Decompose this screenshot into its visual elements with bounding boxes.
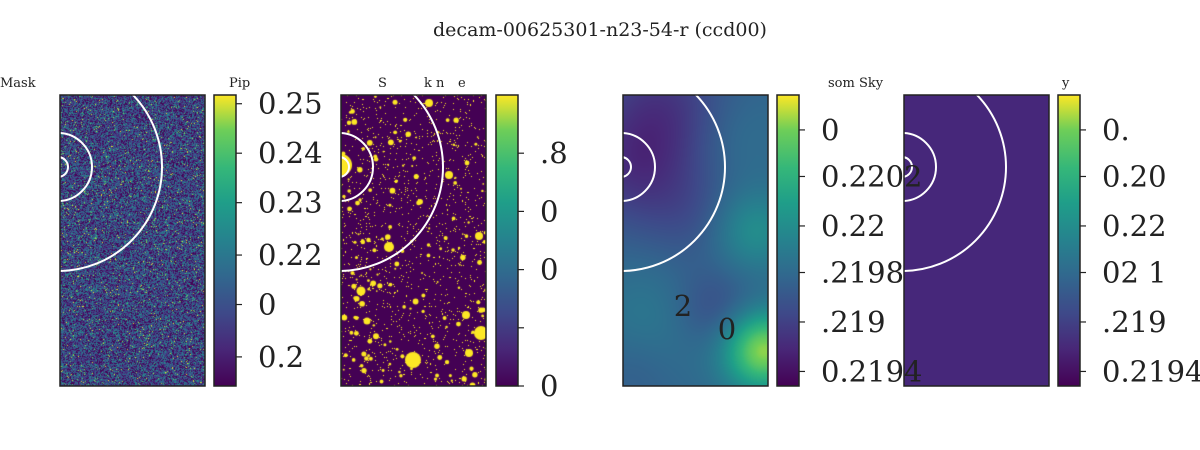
panel-4-titles: y xyxy=(1061,76,1070,91)
colorbar-tick-label: 0.2194 xyxy=(821,354,922,388)
colorbar-tick-label: 0.20 xyxy=(1102,159,1167,193)
panel-3-rings xyxy=(623,95,726,272)
colorbar-frame xyxy=(213,94,237,387)
ring-3 xyxy=(60,95,163,272)
colorbar-tick-label: 0 xyxy=(821,113,839,147)
panel-3-annotation-2: 0 xyxy=(718,312,736,346)
panel-3-annotation-1: 2 xyxy=(674,289,692,323)
panel-1-title-right: Pip xyxy=(229,76,250,91)
ring-1 xyxy=(60,156,69,178)
ring-2 xyxy=(341,132,374,202)
panel-3-title: som Sky xyxy=(828,76,884,91)
panel-2-colorbar: .8 0 0 0 xyxy=(495,94,568,403)
colorbar-tick-label: .219 xyxy=(821,305,886,339)
panel-4-image xyxy=(903,94,1050,387)
panel-4-colorbar: 0. 0.20 0.22 02 1 .219 0.2194 xyxy=(1057,94,1200,388)
panel-1-rings xyxy=(60,95,163,272)
colorbar-tick-label: 0.24 xyxy=(258,136,323,170)
colorbar-tick-label: 0 xyxy=(540,194,558,228)
panel-4-title: y xyxy=(1061,76,1070,91)
colorbar-tick-label: .8 xyxy=(540,136,568,170)
colorbar-tick-label: 0.2202 xyxy=(821,159,922,193)
colorbar-tick-label: 02 1 xyxy=(1102,256,1167,290)
colorbar-tick-label: .219 xyxy=(1102,305,1167,339)
ring-2 xyxy=(60,132,93,202)
colorbar-tick-label: 0. xyxy=(1102,113,1130,147)
figure-title: decam-00625301-n23-54-r (ccd00) xyxy=(433,19,767,41)
colorbar-frame xyxy=(776,94,800,387)
colorbar-gradient xyxy=(777,95,799,386)
ring-3 xyxy=(341,95,444,272)
panel-1-colorbar: 0.25 0.24 0.23 0.22 0 0.2 xyxy=(213,87,323,387)
colorbar-gradient xyxy=(1058,95,1080,386)
panel-2-image xyxy=(340,94,487,387)
colorbar-tick-label: 0.22 xyxy=(821,209,886,243)
ring-1 xyxy=(623,156,632,178)
panel-3-image: 2 0 xyxy=(622,94,769,387)
panel-3-titles: som Sky xyxy=(828,76,884,91)
colorbar-tick-label: 0.23 xyxy=(258,186,323,220)
ring-3 xyxy=(904,95,1007,272)
ring-1 xyxy=(341,156,350,178)
panel-1-frame xyxy=(59,94,206,387)
panel-3-colorbar: 0 0.2202 0.22 .2198 .219 0.2194 xyxy=(776,94,922,388)
colorbar-gradient xyxy=(496,95,518,386)
panel-1-title-left: Mask xyxy=(0,76,36,91)
panel-2-title-c: e xyxy=(458,76,466,91)
colorbar-tick-label: 0.22 xyxy=(258,238,323,272)
panel-2-rings xyxy=(341,95,444,272)
colorbar-frame xyxy=(1057,94,1081,387)
panel-3-frame xyxy=(622,94,769,387)
panel-1-titles: Mask Pip xyxy=(0,76,250,91)
ring-3 xyxy=(623,95,726,272)
colorbar-tick-label: 0.2 xyxy=(258,340,304,374)
panel-2-titles: S k n e xyxy=(378,76,466,91)
ring-2 xyxy=(623,132,656,202)
ring-1 xyxy=(904,156,913,178)
colorbar-frame xyxy=(495,94,519,387)
colorbar-tick-label: 0.22 xyxy=(1102,209,1167,243)
colorbar-gradient xyxy=(214,95,236,386)
panel-4-rings xyxy=(904,95,1007,272)
panel-1-image xyxy=(59,94,206,387)
colorbar-tick-label: 0.2194 xyxy=(1102,354,1200,388)
colorbar-tick-label: 0 xyxy=(540,369,558,403)
panel-2-title-b: k n xyxy=(424,76,445,91)
colorbar-tick-label: .2198 xyxy=(821,256,904,290)
colorbar-tick-label: 0 xyxy=(258,288,276,322)
ring-2 xyxy=(904,132,937,202)
colorbar-tick-label: 0 xyxy=(540,253,558,287)
panel-2-title-a: S xyxy=(378,76,387,91)
panel-2-frame xyxy=(340,94,487,387)
panel-4-frame xyxy=(903,94,1050,387)
colorbar-tick-label: 0.25 xyxy=(258,87,323,121)
